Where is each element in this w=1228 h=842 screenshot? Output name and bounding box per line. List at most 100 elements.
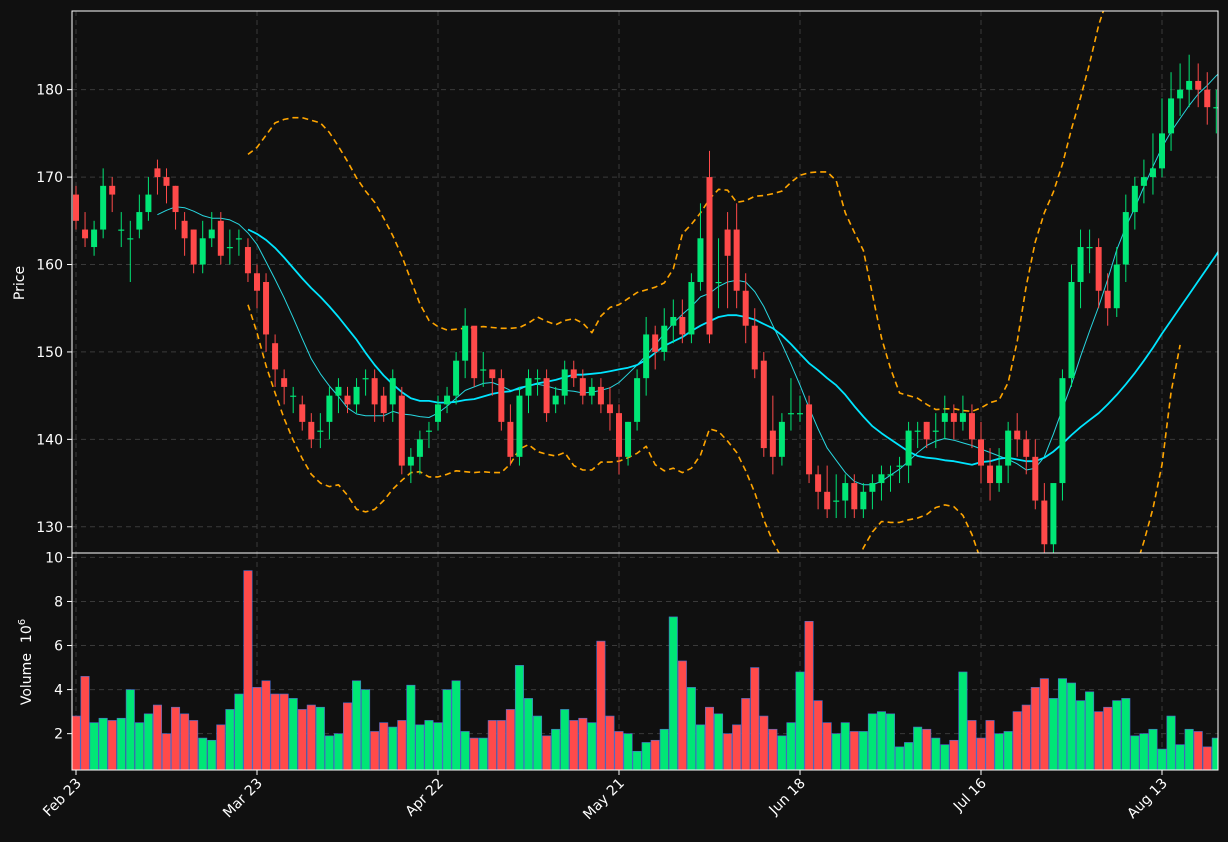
volume-bar bbox=[867, 713, 877, 770]
candle-body bbox=[407, 456, 414, 466]
volume-bar bbox=[632, 750, 642, 770]
candle-body bbox=[172, 185, 179, 213]
candle-body bbox=[697, 238, 704, 282]
candle-body bbox=[163, 177, 170, 186]
candle-body bbox=[109, 185, 116, 195]
candle-body bbox=[335, 386, 342, 396]
volume-bar bbox=[143, 713, 153, 770]
candle-body bbox=[923, 421, 930, 440]
candle bbox=[118, 212, 125, 248]
candle bbox=[950, 404, 957, 440]
volume-bar bbox=[252, 687, 262, 770]
volume-bar bbox=[822, 722, 832, 770]
volume-bar bbox=[370, 731, 380, 770]
candle bbox=[697, 203, 704, 291]
candle-body bbox=[643, 334, 650, 379]
candle-body bbox=[887, 474, 894, 476]
volume-bar bbox=[478, 737, 488, 770]
volume-bar bbox=[1003, 731, 1013, 770]
candle bbox=[1086, 229, 1093, 274]
candle-body bbox=[516, 395, 523, 457]
candle bbox=[371, 369, 378, 422]
candle bbox=[127, 220, 134, 282]
volume-bar bbox=[523, 698, 533, 770]
volume-bar bbox=[379, 722, 389, 770]
candle bbox=[1159, 98, 1165, 178]
candle-body bbox=[670, 316, 677, 326]
volume-bar bbox=[668, 616, 678, 770]
candle-body bbox=[1149, 168, 1156, 178]
candle-body bbox=[1077, 247, 1084, 282]
candle bbox=[715, 238, 722, 309]
candle bbox=[824, 465, 831, 519]
candle bbox=[507, 404, 514, 466]
candle bbox=[552, 386, 559, 414]
candle-body bbox=[507, 421, 514, 457]
candle bbox=[1059, 369, 1066, 501]
candle bbox=[1195, 63, 1202, 108]
volume-bar bbox=[831, 733, 841, 770]
volume-bar bbox=[922, 728, 932, 770]
candle-body bbox=[751, 325, 758, 370]
volume-bar bbox=[1211, 737, 1218, 770]
volume-axis-exponent-power: 6 bbox=[17, 619, 28, 625]
candle-body bbox=[1068, 282, 1075, 379]
price-tick-label: 140 bbox=[36, 432, 63, 448]
candle bbox=[235, 229, 242, 256]
candle-body bbox=[1186, 80, 1193, 90]
volume-bar bbox=[659, 728, 669, 770]
candle bbox=[1213, 89, 1218, 134]
volume-bar bbox=[587, 722, 597, 770]
candle bbox=[878, 465, 885, 501]
candle-body bbox=[263, 282, 270, 335]
candle bbox=[244, 238, 251, 282]
candle bbox=[606, 386, 613, 431]
volume-bar bbox=[288, 698, 298, 770]
candle bbox=[625, 421, 632, 466]
volume-bar bbox=[243, 570, 253, 770]
candle bbox=[425, 421, 432, 449]
candle bbox=[281, 369, 288, 405]
volume-bar bbox=[551, 728, 561, 770]
candle-body bbox=[73, 194, 79, 221]
candle bbox=[778, 413, 785, 466]
volume-bar bbox=[940, 744, 950, 770]
volume-bar bbox=[442, 689, 452, 770]
candle bbox=[516, 386, 523, 466]
volume-bar bbox=[759, 715, 769, 770]
volume-bar bbox=[786, 722, 796, 770]
volume-bar bbox=[1094, 711, 1104, 770]
candle-body bbox=[987, 465, 994, 484]
candle-body bbox=[724, 229, 731, 256]
candle bbox=[570, 360, 577, 387]
volume-bar bbox=[234, 693, 244, 770]
candle-body bbox=[787, 413, 794, 415]
bollinger-upper-line bbox=[247, 11, 1105, 413]
candle-body bbox=[145, 194, 152, 213]
candle bbox=[480, 351, 487, 387]
volume-bar bbox=[261, 680, 271, 770]
volume-bar bbox=[72, 715, 81, 770]
volume-bar bbox=[180, 713, 190, 770]
candle-body bbox=[1140, 177, 1147, 186]
candle bbox=[453, 351, 460, 405]
candle bbox=[706, 150, 713, 344]
candle-body bbox=[842, 483, 849, 501]
candle-body bbox=[181, 220, 188, 239]
candle-body bbox=[226, 247, 233, 249]
candle-body bbox=[534, 378, 541, 380]
candle bbox=[73, 185, 79, 230]
candle bbox=[1023, 430, 1030, 475]
candle-body bbox=[398, 395, 405, 466]
candle-body bbox=[606, 404, 613, 414]
candle-body bbox=[1195, 80, 1202, 90]
candle-body bbox=[616, 413, 622, 457]
volume-bar bbox=[424, 720, 434, 770]
candle bbox=[724, 212, 731, 309]
volume-bar bbox=[904, 742, 914, 770]
volume-axis: 2 4 6 8 10 bbox=[45, 550, 72, 743]
bollinger-bands bbox=[247, 11, 1181, 553]
candle-body bbox=[344, 395, 351, 405]
candle bbox=[199, 220, 206, 274]
volume-bar bbox=[614, 731, 624, 770]
